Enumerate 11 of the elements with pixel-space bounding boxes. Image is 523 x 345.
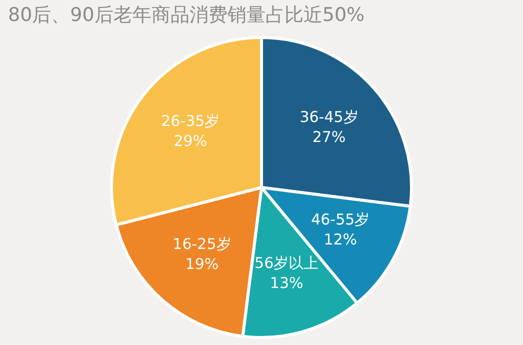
data-label: 13% bbox=[270, 274, 304, 292]
slice-label: 46-55岁 bbox=[311, 210, 370, 229]
slice-label: 56岁以上 bbox=[254, 254, 319, 272]
chart-title: 80后、90后老年商品消费销量占比近50% bbox=[7, 3, 366, 28]
data-label: 29% bbox=[174, 132, 208, 150]
slice-label: 26-35岁 bbox=[161, 112, 220, 130]
data-label: 19% bbox=[185, 254, 219, 273]
data-label: 27% bbox=[312, 128, 346, 146]
data-label: 12% bbox=[324, 230, 358, 249]
slice-label: 36-45岁 bbox=[300, 108, 358, 126]
slice-label: 16-25岁 bbox=[172, 234, 232, 253]
